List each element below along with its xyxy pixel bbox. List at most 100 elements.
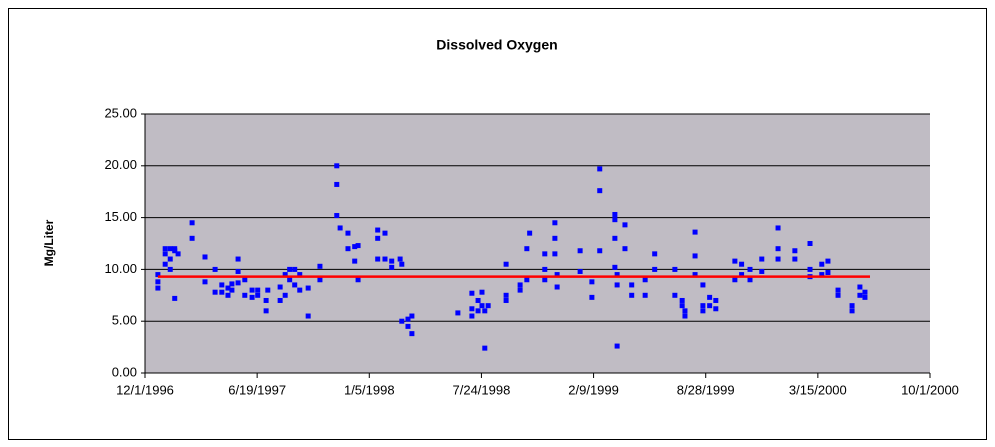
x-tick-label: 10/1/2000 <box>901 382 959 397</box>
data-point <box>352 258 358 264</box>
data-point <box>277 284 283 290</box>
data-point <box>679 297 685 303</box>
data-point <box>542 251 548 257</box>
data-point <box>542 277 548 283</box>
y-tick-label: 5.00 <box>112 313 137 328</box>
data-point <box>517 282 523 288</box>
x-tick-label: 12/1/1996 <box>116 382 174 397</box>
data-point <box>775 225 781 231</box>
data-point <box>297 287 303 293</box>
data-point <box>455 310 461 316</box>
data-point <box>235 256 241 262</box>
data-point <box>589 294 595 300</box>
data-point <box>692 253 698 259</box>
x-tick-label: 6/19/1997 <box>228 382 286 397</box>
data-point <box>382 256 388 262</box>
data-point <box>255 292 261 298</box>
y-tick-label: 15.00 <box>104 209 137 224</box>
data-point <box>517 287 523 293</box>
data-point <box>614 343 620 349</box>
data-point <box>775 246 781 252</box>
data-point <box>334 181 340 187</box>
data-point <box>405 323 411 329</box>
data-point <box>469 306 475 312</box>
data-point <box>819 261 825 267</box>
plot-area <box>145 114 930 373</box>
data-point <box>739 261 745 267</box>
data-point <box>692 272 698 278</box>
data-point <box>807 241 813 246</box>
data-point <box>614 282 620 288</box>
data-point <box>255 287 261 293</box>
data-point <box>732 277 738 283</box>
data-point <box>503 292 509 298</box>
data-point <box>700 282 706 288</box>
data-point <box>479 303 485 309</box>
data-point <box>317 263 323 269</box>
data-point <box>172 246 178 252</box>
data-point <box>405 316 411 322</box>
data-point <box>337 225 343 231</box>
data-point <box>524 277 530 283</box>
data-point <box>589 279 595 285</box>
data-point <box>862 294 868 300</box>
data-point <box>713 297 719 303</box>
data-point <box>485 303 491 309</box>
data-point <box>642 292 648 298</box>
data-point <box>682 308 688 314</box>
data-point <box>759 268 765 274</box>
data-point <box>732 258 738 264</box>
data-point <box>175 251 181 257</box>
data-point <box>297 272 303 278</box>
data-point <box>229 287 235 293</box>
data-point <box>265 287 271 293</box>
data-point <box>849 303 855 309</box>
data-point <box>552 220 558 226</box>
data-point <box>503 297 509 303</box>
data-point <box>162 261 168 267</box>
data-point <box>292 266 298 272</box>
data-point <box>155 279 161 285</box>
data-point <box>527 230 533 236</box>
data-point <box>612 217 618 223</box>
x-tick-label: 8/28/1999 <box>677 382 735 397</box>
data-point <box>503 261 509 267</box>
data-point <box>389 264 395 270</box>
chart-title: Dissolved Oxygen <box>436 37 557 53</box>
data-point <box>707 303 713 309</box>
data-point <box>612 264 618 270</box>
data-point <box>389 258 395 264</box>
data-point <box>345 246 351 252</box>
data-point <box>282 292 288 298</box>
data-point <box>857 284 863 290</box>
data-point <box>469 313 475 319</box>
data-point <box>282 272 288 278</box>
data-point <box>397 256 403 262</box>
y-axis-label: Mg/Liter <box>42 219 56 266</box>
data-point <box>792 248 798 254</box>
data-point <box>542 266 548 272</box>
data-point <box>835 287 841 293</box>
data-point <box>747 277 753 283</box>
data-point <box>305 285 311 291</box>
data-point <box>577 268 583 274</box>
data-point <box>597 248 603 254</box>
data-point <box>482 308 488 314</box>
data-point <box>317 277 323 283</box>
data-point <box>642 277 648 283</box>
data-point <box>375 227 381 233</box>
data-point <box>352 244 358 250</box>
data-point <box>155 285 161 291</box>
data-point <box>759 256 765 262</box>
data-point <box>225 285 231 291</box>
data-point <box>679 303 685 309</box>
data-point <box>212 289 218 295</box>
data-point <box>212 266 218 272</box>
data-point <box>219 282 225 288</box>
data-point <box>345 230 351 236</box>
data-point <box>475 297 481 303</box>
data-point <box>202 254 208 260</box>
data-point <box>597 166 603 172</box>
data-point <box>482 345 488 351</box>
